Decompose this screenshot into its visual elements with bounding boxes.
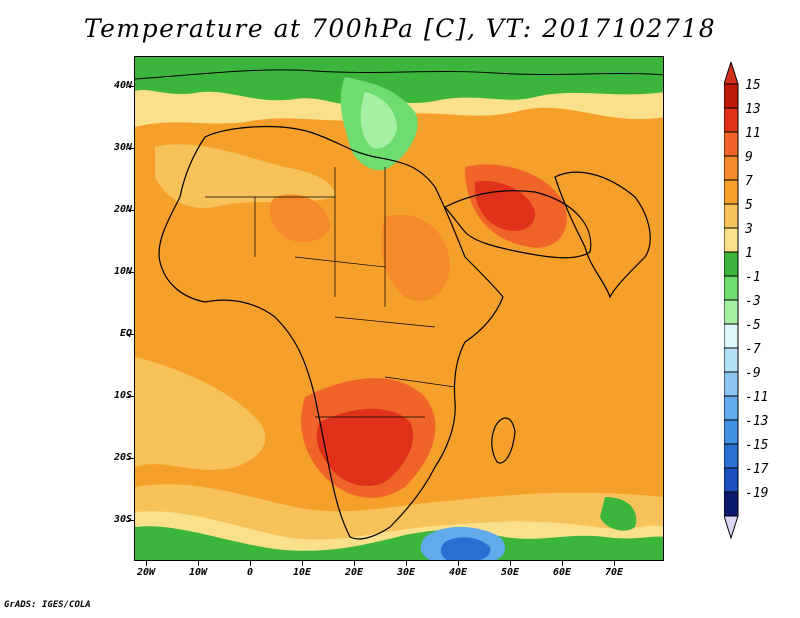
lon-tick — [458, 561, 459, 566]
field-sahara-yellow — [155, 144, 335, 208]
lon-tick — [406, 561, 407, 566]
colorbar-label: 1 — [745, 246, 753, 261]
lat-label-10n: 10N — [113, 266, 132, 277]
lat-label-eq: EQ — [119, 328, 132, 339]
lon-tick — [250, 561, 251, 566]
lon-label-20w: 20W — [136, 567, 156, 578]
field-sahel-hot — [269, 194, 330, 243]
lon-tick — [354, 561, 355, 566]
colorbar-label: 3 — [745, 222, 753, 237]
africa-coastline — [158, 125, 504, 540]
lat-tick — [128, 458, 134, 459]
field-north-green — [135, 57, 663, 104]
field-south-green — [135, 526, 663, 560]
field-southern-africa-hotter — [316, 408, 414, 487]
colorbar-swatch — [724, 347, 739, 373]
colorbar-swatch — [724, 395, 739, 421]
lat-tick — [128, 272, 134, 273]
field-arabia-hotter — [474, 181, 536, 232]
colorbar-label: -15 — [745, 438, 769, 453]
lon-label-0: 0 — [246, 567, 254, 578]
colorbar-swatch — [724, 323, 739, 349]
field-cold-pool-core — [440, 537, 491, 560]
colorbar-label: -1 — [745, 270, 761, 285]
lat-tick — [128, 148, 134, 149]
colorbar-label: 13 — [745, 102, 761, 117]
lon-label-60e: 60E — [552, 567, 572, 578]
lat-tick — [128, 396, 134, 397]
grads-credit: GrADS: IGES/COLA — [4, 600, 91, 610]
colorbar-label: 7 — [745, 174, 753, 189]
country-borders — [205, 167, 456, 418]
lat-tick — [128, 86, 134, 87]
europe-coastline — [135, 69, 663, 80]
colorbar-top-arrow — [724, 62, 739, 85]
colorbar-label: 5 — [745, 198, 753, 213]
lon-label-10e: 10E — [292, 567, 312, 578]
lon-label-20e: 20E — [344, 567, 364, 578]
colorbar — [724, 62, 739, 540]
colorbar-swatch — [724, 491, 739, 517]
colorbar-label: -17 — [745, 462, 769, 477]
madagascar-coastline — [491, 417, 516, 464]
colorbar-label: -13 — [745, 414, 769, 429]
lat-label-20s: 20S — [113, 452, 132, 463]
colorbar-swatch — [724, 83, 739, 109]
lat-tick — [128, 520, 134, 521]
colorbar-swatch — [724, 467, 739, 493]
lon-tick — [510, 561, 511, 566]
india-coastline — [554, 171, 651, 299]
lat-label-10s: 10S — [113, 390, 132, 401]
colorbar-swatch — [724, 131, 739, 157]
colorbar-bottom-arrow — [724, 515, 739, 540]
lon-tick — [198, 561, 199, 566]
lat-label-30n: 30N — [113, 142, 132, 153]
field-med-colder — [360, 92, 397, 149]
lat-tick — [128, 210, 134, 211]
lon-tick — [614, 561, 615, 566]
lon-tick — [562, 561, 563, 566]
lon-label-30e: 30E — [396, 567, 416, 578]
colorbar-swatch — [724, 203, 739, 229]
colorbar-swatch — [724, 419, 739, 445]
field-atlantic-yellow — [135, 357, 266, 470]
lon-tick — [146, 561, 147, 566]
colorbar-swatch — [724, 155, 739, 181]
map-title: Temperature at 700hPa [C], VT: 201710271… — [83, 14, 717, 43]
map-panel — [134, 56, 664, 561]
colorbar-label: 9 — [745, 150, 753, 165]
field-southern-ocean-green — [600, 497, 637, 531]
lon-tick — [302, 561, 303, 566]
colorbar-swatch — [724, 227, 739, 253]
colorbar-label: -5 — [745, 318, 761, 333]
lon-label-10w: 10W — [188, 567, 208, 578]
colorbar-swatch — [724, 443, 739, 469]
arabia-coastline — [444, 190, 592, 259]
lat-label-40n: 40N — [113, 80, 132, 91]
colorbar-swatch — [724, 371, 739, 397]
colorbar-label: -3 — [745, 294, 761, 309]
lon-label-40e: 40E — [448, 567, 468, 578]
lon-label-50e: 50E — [500, 567, 520, 578]
colorbar-swatch — [724, 299, 739, 325]
colorbar-label: -9 — [745, 366, 761, 381]
colorbar-label: -7 — [745, 342, 761, 357]
colorbar-swatch — [724, 251, 739, 277]
colorbar-label: -11 — [745, 390, 769, 405]
field-sudan-hot — [381, 214, 450, 301]
colorbar-swatch — [724, 275, 739, 301]
colorbar-swatch — [724, 107, 739, 133]
colorbar-label: 15 — [745, 78, 761, 93]
lat-label-30s: 30S — [113, 514, 132, 525]
lat-tick — [128, 334, 134, 335]
lat-label-20n: 20N — [113, 204, 132, 215]
colorbar-swatch — [724, 179, 739, 205]
colorbar-label: 11 — [745, 126, 761, 141]
colorbar-label: -19 — [745, 486, 769, 501]
lon-label-70e: 70E — [604, 567, 624, 578]
temperature-field — [135, 57, 663, 560]
